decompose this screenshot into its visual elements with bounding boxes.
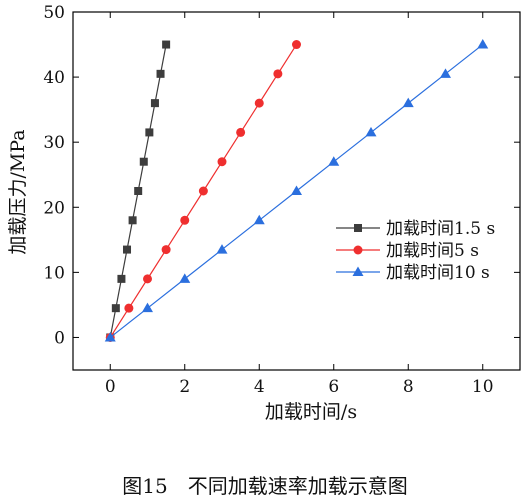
data-point	[440, 68, 451, 78]
data-point	[139, 157, 148, 166]
data-point	[117, 274, 126, 283]
series-3	[104, 39, 489, 342]
legend-item-3: 加载时间10 s	[336, 263, 490, 283]
data-point	[217, 157, 227, 167]
data-point	[180, 215, 190, 225]
x-axis-label: 加载时间/s	[265, 401, 357, 423]
data-point	[291, 185, 302, 195]
data-point	[156, 69, 165, 78]
data-point	[128, 216, 137, 225]
figure-caption: 图15 不同加载速率加载示意图	[122, 474, 408, 498]
x-tick-label: 2	[179, 377, 190, 397]
y-tick-label: 30	[43, 133, 65, 153]
legend-item-1: 加载时间1.5 s	[336, 219, 495, 239]
data-point	[254, 98, 264, 108]
data-point	[104, 331, 116, 342]
data-point	[111, 304, 120, 313]
legend-marker	[354, 224, 362, 232]
data-point	[124, 303, 134, 313]
data-point	[161, 245, 171, 255]
data-point	[143, 274, 152, 284]
legend-label: 加载时间10 s	[386, 263, 490, 283]
data-point	[134, 187, 143, 195]
data-point	[273, 69, 283, 79]
data-point	[253, 214, 265, 225]
data-point	[292, 40, 301, 50]
data-point	[198, 186, 208, 196]
plot-frame	[72, 11, 521, 371]
y-tick-label: 10	[43, 263, 65, 283]
data-point	[477, 39, 489, 49]
legend-marker	[353, 245, 363, 255]
plot-area	[104, 39, 489, 342]
x-tick-label: 6	[328, 377, 339, 397]
data-point	[236, 127, 246, 137]
x-tick-label: 0	[105, 377, 116, 397]
legend-label: 加载时间1.5 s	[386, 219, 495, 239]
x-tick-label: 8	[403, 377, 414, 397]
legend-label: 加载时间5 s	[386, 241, 479, 261]
y-tick-label: 50	[43, 3, 65, 23]
legend-marker	[352, 266, 364, 276]
data-point	[365, 126, 377, 137]
data-point	[179, 273, 191, 283]
series-1	[106, 40, 171, 342]
data-point	[162, 40, 171, 49]
x-tick-label: 10	[472, 377, 494, 397]
data-point	[216, 244, 228, 254]
legend-item-2: 加载时间5 s	[336, 241, 479, 261]
data-point	[328, 156, 340, 166]
y-axis-label: 加载压力/MPa	[7, 129, 29, 254]
y-tick-label: 0	[54, 328, 65, 348]
data-point	[150, 99, 159, 108]
data-point	[123, 245, 132, 254]
y-tick-label: 20	[43, 198, 65, 218]
data-point	[402, 97, 414, 108]
data-point	[142, 302, 153, 313]
y-tick-label: 40	[43, 68, 65, 88]
axes: 0 2 4 6 8 10 0 10 20 30 40 50	[43, 3, 521, 397]
data-point	[145, 128, 154, 137]
x-tick-label: 4	[254, 377, 265, 397]
